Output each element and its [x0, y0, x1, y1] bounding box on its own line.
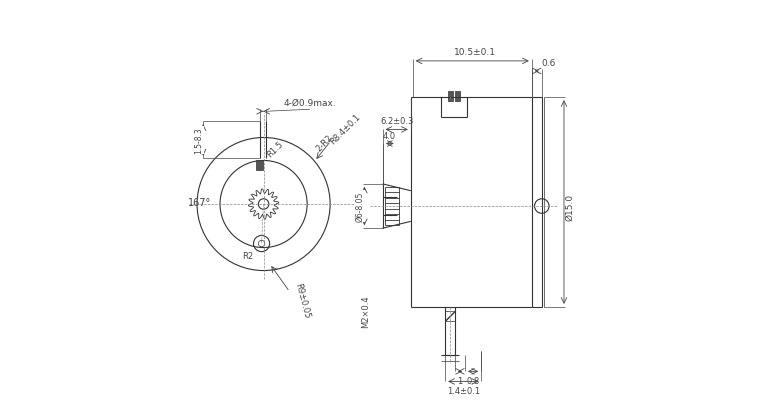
Text: 6.2±0.3: 6.2±0.3 [380, 116, 413, 125]
Text: 1: 1 [457, 376, 463, 385]
Bar [448, 92, 453, 102]
Text: Ø15.0: Ø15.0 [565, 193, 575, 220]
Text: 0.6: 0.6 [542, 59, 556, 68]
Text: R1.5: R1.5 [265, 139, 285, 159]
Text: 4-Ø0.9max.: 4-Ø0.9max. [284, 99, 336, 108]
Text: M2×0.4: M2×0.4 [360, 295, 369, 327]
Bar [455, 92, 460, 102]
Text: 0.8: 0.8 [466, 376, 480, 385]
Bar [257, 161, 263, 171]
Bar [445, 311, 455, 321]
Text: 1.4±0.1: 1.4±0.1 [447, 386, 480, 395]
Text: R2: R2 [242, 252, 253, 260]
Text: R9±0.05: R9±0.05 [293, 281, 311, 319]
Text: 4.0: 4.0 [383, 131, 396, 140]
Text: 1.5-8.3: 1.5-8.3 [195, 127, 204, 154]
Text: 2-R2: 2-R2 [315, 132, 335, 153]
Text: 167°: 167° [188, 198, 211, 207]
Text: R8.4±0.1: R8.4±0.1 [328, 112, 362, 146]
Text: Ø6-8.05: Ø6-8.05 [356, 192, 365, 222]
Text: 10.5±0.1: 10.5±0.1 [454, 48, 497, 57]
